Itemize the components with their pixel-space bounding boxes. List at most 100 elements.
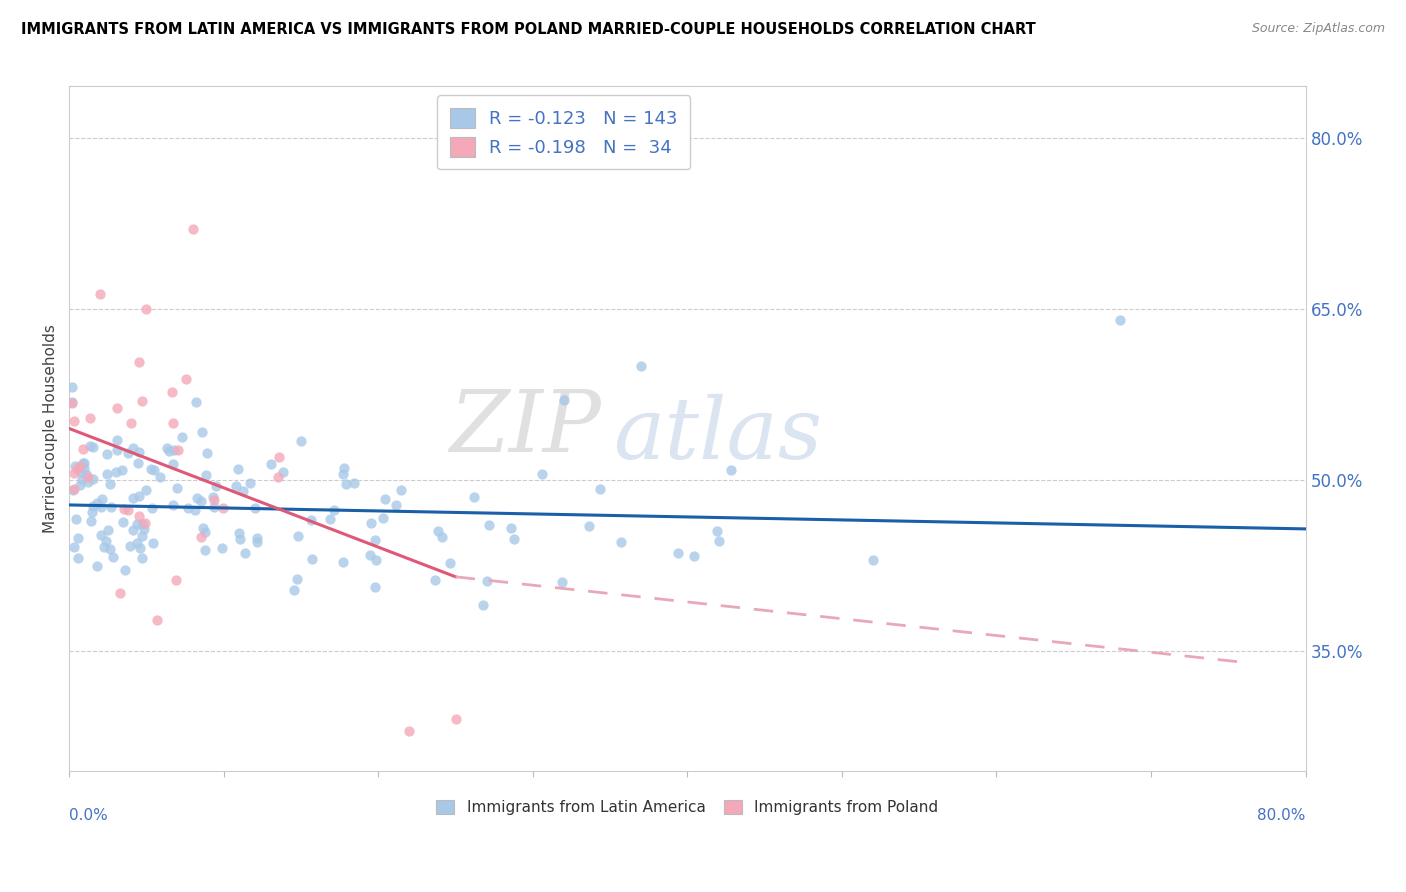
Point — [96, 523, 118, 537]
Point — [364, 553, 387, 567]
Point — [503, 532, 526, 546]
Point — [475, 574, 498, 588]
Point — [683, 549, 706, 564]
Point — [205, 479, 228, 493]
Point — [359, 548, 381, 562]
Point — [156, 441, 179, 455]
Point — [103, 550, 125, 565]
Point — [283, 582, 305, 597]
Point — [364, 580, 387, 594]
Point — [332, 555, 354, 569]
Point — [63, 540, 86, 554]
Point — [98, 541, 121, 556]
Point — [120, 416, 142, 430]
Point — [125, 517, 148, 532]
Point — [471, 599, 494, 613]
Point — [100, 500, 122, 514]
Point — [371, 511, 394, 525]
Point — [211, 541, 233, 556]
Point — [93, 540, 115, 554]
Point — [131, 551, 153, 566]
Point — [112, 502, 135, 516]
Point — [128, 509, 150, 524]
Point — [332, 467, 354, 482]
Point — [129, 541, 152, 555]
Point — [267, 469, 290, 483]
Point — [82, 440, 104, 454]
Point — [105, 433, 128, 447]
Point — [190, 494, 212, 508]
Point — [211, 501, 233, 516]
Point — [530, 467, 553, 481]
Point — [73, 456, 96, 470]
Point — [66, 461, 89, 475]
Point — [157, 444, 180, 458]
Point — [63, 483, 86, 497]
Point — [139, 461, 162, 475]
Point — [128, 355, 150, 369]
Point — [553, 392, 575, 407]
Point — [79, 439, 101, 453]
Point — [66, 531, 89, 545]
Point — [269, 450, 291, 464]
Point — [578, 519, 600, 533]
Point — [70, 465, 93, 479]
Point — [134, 516, 156, 530]
Point — [181, 222, 204, 236]
Point — [478, 517, 501, 532]
Point — [589, 482, 612, 496]
Point — [232, 484, 254, 499]
Point — [75, 467, 97, 481]
Point — [184, 395, 207, 409]
Point — [343, 475, 366, 490]
Point — [96, 467, 118, 481]
Point — [260, 458, 283, 472]
Point — [319, 512, 342, 526]
Point — [80, 505, 103, 519]
Point — [167, 442, 190, 457]
Point — [335, 476, 357, 491]
Point — [67, 551, 90, 566]
Text: atlas: atlas — [613, 394, 823, 476]
Point — [432, 530, 454, 544]
Point — [463, 490, 485, 504]
Point — [239, 475, 262, 490]
Point — [201, 491, 224, 505]
Point — [162, 458, 184, 472]
Point — [707, 534, 730, 549]
Point — [385, 498, 408, 512]
Point — [191, 425, 214, 440]
Point — [202, 492, 225, 507]
Point — [194, 524, 217, 539]
Point — [128, 489, 150, 503]
Point — [550, 575, 572, 590]
Point — [499, 521, 522, 535]
Point — [194, 543, 217, 558]
Point — [96, 533, 118, 548]
Point — [184, 502, 207, 516]
Point — [104, 465, 127, 479]
Point — [195, 445, 218, 459]
Point — [131, 516, 153, 531]
Point — [299, 513, 322, 527]
Point — [72, 460, 94, 475]
Point — [98, 476, 121, 491]
Point — [62, 483, 84, 498]
Point — [195, 467, 218, 482]
Point — [111, 463, 134, 477]
Point — [389, 483, 412, 497]
Point — [127, 457, 149, 471]
Point — [114, 564, 136, 578]
Point — [63, 466, 86, 480]
Point — [108, 586, 131, 600]
Point — [360, 516, 382, 531]
Point — [166, 481, 188, 495]
Point — [172, 430, 194, 444]
Point — [323, 502, 346, 516]
Point — [90, 528, 112, 542]
Point — [177, 500, 200, 515]
Point — [135, 301, 157, 316]
Text: 0.0%: 0.0% — [69, 808, 108, 823]
Point — [80, 514, 103, 528]
Point — [121, 491, 143, 506]
